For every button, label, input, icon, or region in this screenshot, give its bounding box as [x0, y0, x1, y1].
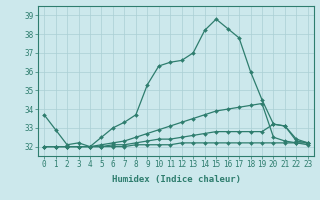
X-axis label: Humidex (Indice chaleur): Humidex (Indice chaleur)	[111, 175, 241, 184]
